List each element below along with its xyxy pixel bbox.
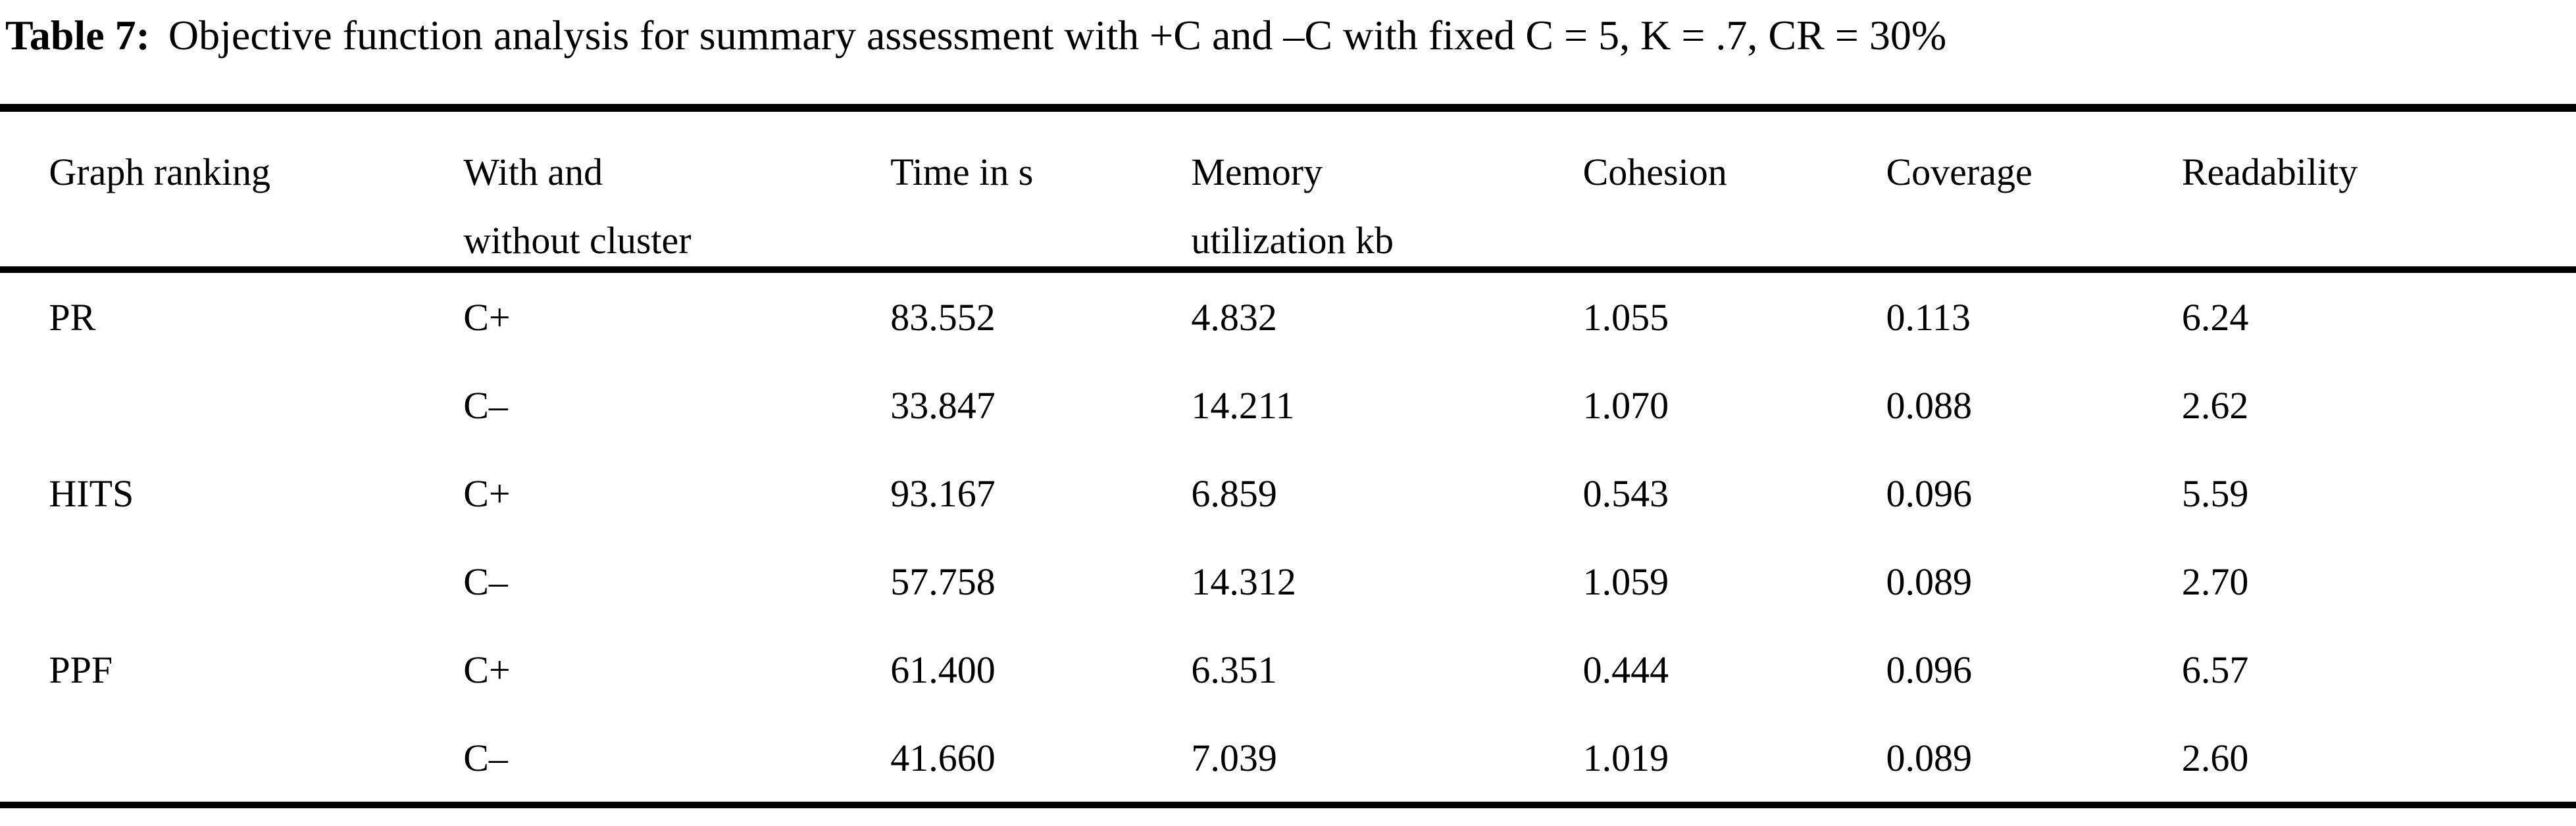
cell-readability: 6.57 <box>2181 648 2249 691</box>
cell-memory: 6.351 <box>1191 648 1277 691</box>
cell-memory: 6.859 <box>1191 472 1277 515</box>
cell-time: 57.758 <box>890 560 996 603</box>
cell-cluster: C+ <box>463 295 511 339</box>
column-header-memory: Memory utilization kb <box>1191 151 1394 262</box>
cell-time: 93.167 <box>890 472 996 515</box>
cell-cluster: C– <box>463 560 508 603</box>
cell-coverage: 0.089 <box>1886 560 1973 603</box>
cell-readability: 6.24 <box>2181 295 2249 339</box>
cell-cluster: C– <box>463 383 508 427</box>
cell-readability: 2.70 <box>2181 560 2249 603</box>
column-header-time: Time in s <box>890 151 1034 193</box>
table-row: PPF C+ 61.400 6.351 0.444 0.096 6.57 <box>0 625 2576 714</box>
cell-memory: 4.832 <box>1191 295 1277 339</box>
table-row: C– 33.847 14.211 1.070 0.088 2.62 <box>0 361 2576 449</box>
cell-cohesion: 1.070 <box>1582 383 1669 427</box>
column-header-graph-ranking: Graph ranking <box>49 151 270 193</box>
column-header-cohesion: Cohesion <box>1582 151 1727 193</box>
cell-memory: 14.312 <box>1191 560 1296 603</box>
column-header-coverage: Coverage <box>1886 151 2033 193</box>
cell-graph-ranking: PR <box>49 295 96 339</box>
cell-readability: 5.59 <box>2181 472 2249 515</box>
cell-time: 61.400 <box>890 648 996 691</box>
cell-time: 41.660 <box>890 736 996 779</box>
cell-memory: 14.211 <box>1191 383 1295 427</box>
table-row: C– 57.758 14.312 1.059 0.089 2.70 <box>0 537 2576 625</box>
cell-graph-ranking: PPF <box>49 648 113 691</box>
cell-coverage: 0.113 <box>1886 295 1971 339</box>
table-row: HITS C+ 93.167 6.859 0.543 0.096 5.59 <box>0 449 2576 537</box>
cell-cluster: C+ <box>463 472 511 515</box>
cell-readability: 2.60 <box>2181 736 2249 779</box>
cell-coverage: 0.096 <box>1886 648 1973 691</box>
cell-time: 33.847 <box>890 383 996 427</box>
table-caption-label: Table 7: <box>5 12 150 59</box>
cell-coverage: 0.096 <box>1886 472 1973 515</box>
table-row: C– 41.660 7.039 1.019 0.089 2.60 <box>0 714 2576 802</box>
table-bottom-rule <box>0 802 2576 808</box>
cell-cohesion: 1.059 <box>1582 560 1669 603</box>
table-caption: Table 7: Objective function analysis for … <box>0 0 2576 104</box>
table-body: PR C+ 83.552 4.832 1.055 0.113 6.24 C– 3… <box>0 273 2576 802</box>
cell-memory: 7.039 <box>1191 736 1277 779</box>
cell-readability: 2.62 <box>2181 383 2249 427</box>
cell-cohesion: 0.543 <box>1582 472 1669 515</box>
cell-cohesion: 1.055 <box>1582 295 1669 339</box>
table-header-row: Graph ranking With and without cluster T… <box>0 112 2576 273</box>
table-caption-text: Objective function analysis for summary … <box>168 12 1947 59</box>
cell-cluster: C– <box>463 736 508 779</box>
cell-coverage: 0.089 <box>1886 736 1973 779</box>
cell-time: 83.552 <box>890 295 996 339</box>
column-header-readability: Readability <box>2181 151 2358 193</box>
cell-cluster: C+ <box>463 648 511 691</box>
cell-cohesion: 0.444 <box>1582 648 1669 691</box>
cell-graph-ranking: HITS <box>49 472 134 515</box>
data-table: Graph ranking With and without cluster T… <box>0 104 2576 808</box>
table-row: PR C+ 83.552 4.832 1.055 0.113 6.24 <box>0 273 2576 361</box>
cell-coverage: 0.088 <box>1886 383 1973 427</box>
cell-cohesion: 1.019 <box>1582 736 1669 779</box>
column-header-cluster: With and without cluster <box>463 151 692 262</box>
